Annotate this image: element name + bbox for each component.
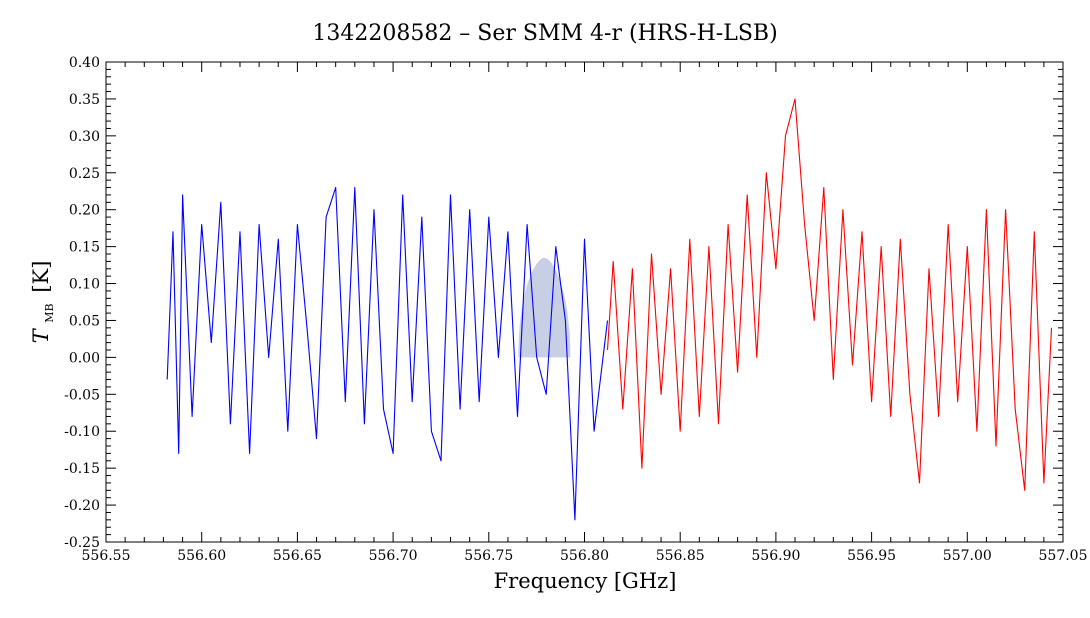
y-tick-label: -0.15: [64, 461, 100, 477]
y-axis-label-unit: [K]: [29, 261, 53, 293]
axes: 556.55 556.60 556.65 556.70 556.75 556.80 556.…: [64, 55, 1087, 564]
y-tick-label: 0.15: [69, 240, 100, 256]
x-tick-label: 556.60: [177, 548, 226, 564]
y-tick-label: 0.20: [69, 203, 100, 219]
x-tick-label: 556.90: [751, 548, 800, 564]
y-tick-label: 0.40: [69, 55, 100, 71]
y-tick-label: -0.05: [64, 387, 100, 403]
y-tick-label: -0.25: [64, 535, 100, 551]
plot-area: [166, 98, 1053, 521]
x-tick-label: 556.80: [560, 548, 609, 564]
y-tick-label: -0.10: [64, 424, 100, 440]
y-tick-label: 0.00: [69, 350, 100, 366]
y-tick-label: 0.30: [69, 129, 100, 145]
y-tick-label: 0.05: [69, 313, 100, 329]
svg-text:T MB [K]: T MB [K]: [29, 261, 58, 344]
y-axis-label-symbol: T: [29, 327, 53, 343]
y-tick-label: 0.10: [69, 277, 100, 293]
x-tick-label: 556.95: [847, 548, 896, 564]
y-axis-label-subscript: MB: [43, 303, 56, 322]
x-tick-label: 556.65: [273, 548, 322, 564]
x-tick-label: 556.75: [464, 548, 513, 564]
plot-frame: [105, 61, 1064, 543]
x-tick-label: 556.55: [82, 548, 131, 564]
y-axis-label: T MB [K]: [29, 261, 58, 344]
x-axis-label: Frequency [GHz]: [494, 569, 677, 593]
chart-title: 1342208582 – Ser SMM 4-r (HRS-H-LSB): [312, 21, 777, 46]
y-tick-label: -0.20: [64, 498, 100, 514]
y-tick-label: 0.25: [69, 166, 100, 182]
series-line-1: [166, 186, 609, 521]
x-tick-label: 556.70: [369, 548, 418, 564]
x-tick-label: 557.00: [943, 548, 992, 564]
shaded-feature: [518, 257, 571, 358]
series-line-2: [606, 98, 1053, 491]
x-tick-label: 557.05: [1039, 548, 1088, 564]
y-tick-label: 0.35: [69, 92, 100, 108]
x-tick-label: 556.85: [656, 548, 705, 564]
